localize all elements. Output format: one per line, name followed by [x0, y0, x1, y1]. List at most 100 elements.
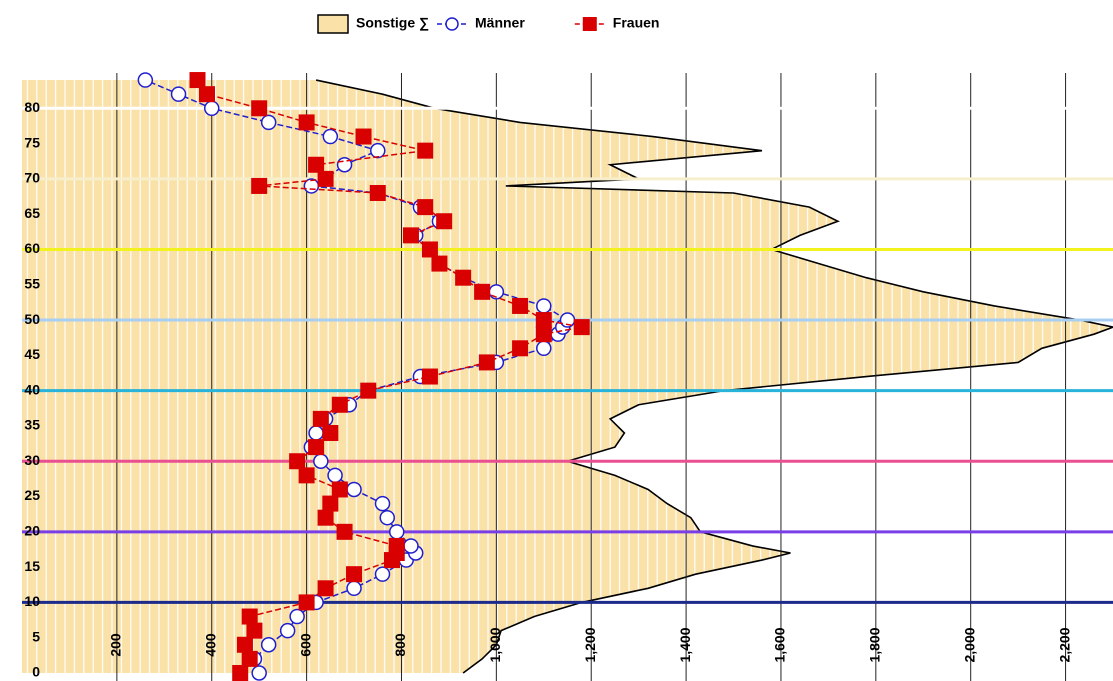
marker	[536, 298, 552, 314]
marker	[478, 354, 495, 371]
marker	[322, 128, 339, 145]
y-tick-label: 70	[24, 170, 40, 186]
marker	[241, 608, 258, 625]
x-tick-label: 2,000	[961, 627, 977, 662]
marker	[312, 410, 329, 427]
marker	[512, 297, 529, 314]
marker	[189, 72, 206, 89]
marker	[402, 227, 419, 244]
y-tick-label: 60	[24, 240, 40, 256]
marker	[232, 665, 249, 681]
legend-swatch	[445, 17, 459, 31]
marker	[474, 283, 491, 300]
marker	[369, 185, 386, 201]
marker	[331, 481, 348, 498]
marker	[289, 608, 305, 625]
area-outline	[315, 79, 1113, 674]
y-tick-label: 50	[24, 311, 40, 327]
marker	[298, 114, 315, 131]
x-tick-label: 1,800	[867, 627, 883, 662]
marker	[317, 580, 334, 597]
marker	[421, 368, 438, 385]
plot-area: 0 5 10 15 20 25 30 35 40 45 50 55 60 65 70 75 80 200 400 60…	[22, 72, 1113, 681]
y-tick-label: 40	[24, 381, 40, 397]
legend-swatch	[582, 17, 597, 31]
marker	[417, 142, 434, 159]
marker	[251, 665, 267, 681]
marker	[236, 636, 253, 653]
area	[22, 80, 1113, 673]
marker	[536, 340, 552, 357]
legend-label: Sonstige ∑	[356, 15, 429, 32]
marker	[374, 495, 391, 512]
marker	[573, 319, 590, 336]
x-tick-label: 1,000	[487, 627, 503, 662]
marker	[331, 396, 348, 413]
y-tick-label: 65	[24, 205, 40, 221]
y-tick-label: 55	[24, 275, 40, 291]
marker	[346, 566, 363, 583]
marker	[251, 100, 268, 117]
marker	[374, 566, 391, 582]
marker	[346, 481, 362, 498]
marker	[403, 538, 419, 554]
marker	[436, 213, 453, 230]
marker	[346, 580, 362, 597]
marker	[379, 509, 395, 526]
marker	[313, 453, 329, 469]
marker	[198, 86, 215, 103]
marker	[322, 425, 339, 441]
x-tick-label: 1,200	[582, 627, 598, 662]
marker	[260, 637, 277, 653]
y-tick-label: 30	[24, 452, 40, 468]
marker	[455, 269, 472, 286]
marker	[298, 467, 315, 484]
marker	[421, 241, 438, 258]
y-tick-label: 80	[24, 99, 40, 115]
marker	[388, 537, 405, 554]
marker	[260, 114, 277, 131]
series-line	[196, 79, 582, 674]
marker	[308, 439, 325, 456]
y-tick-label: 45	[24, 346, 40, 362]
y-tick-label: 5	[32, 628, 40, 644]
marker	[336, 523, 353, 540]
marker	[317, 509, 334, 526]
x-tick-label: 2,200	[1056, 627, 1072, 662]
x-tick-label: 200	[108, 633, 124, 657]
x-tick-label: 1,400	[677, 627, 693, 662]
marker	[388, 524, 405, 540]
y-tick-label: 15	[24, 558, 40, 574]
legend: Sonstige ∑ Männer Frauen	[317, 14, 660, 34]
y-tick-label: 75	[24, 134, 40, 150]
y-tick-label: 0	[32, 664, 40, 680]
legend-label: Frauen	[613, 15, 660, 31]
legend-label: Männer	[475, 15, 525, 31]
marker	[137, 72, 154, 88]
marker	[251, 177, 268, 194]
marker	[298, 594, 315, 611]
marker	[308, 156, 325, 173]
marker	[535, 326, 552, 343]
marker	[170, 86, 187, 102]
y-tick-label: 35	[24, 417, 40, 433]
y-tick-label: 10	[24, 593, 40, 609]
marker	[289, 453, 306, 470]
marker	[431, 255, 448, 272]
x-tick-label: 800	[392, 633, 408, 657]
marker	[535, 312, 552, 329]
marker	[322, 495, 339, 512]
marker	[246, 622, 263, 639]
marker	[417, 199, 434, 216]
x-tick-label: 600	[297, 633, 313, 657]
y-tick-label: 25	[24, 487, 40, 503]
marker	[355, 128, 372, 145]
legend-swatch	[317, 14, 349, 34]
marker	[279, 622, 296, 639]
marker	[241, 650, 258, 667]
marker	[317, 170, 334, 187]
marker	[360, 382, 377, 399]
marker	[308, 425, 324, 441]
marker	[203, 100, 220, 117]
